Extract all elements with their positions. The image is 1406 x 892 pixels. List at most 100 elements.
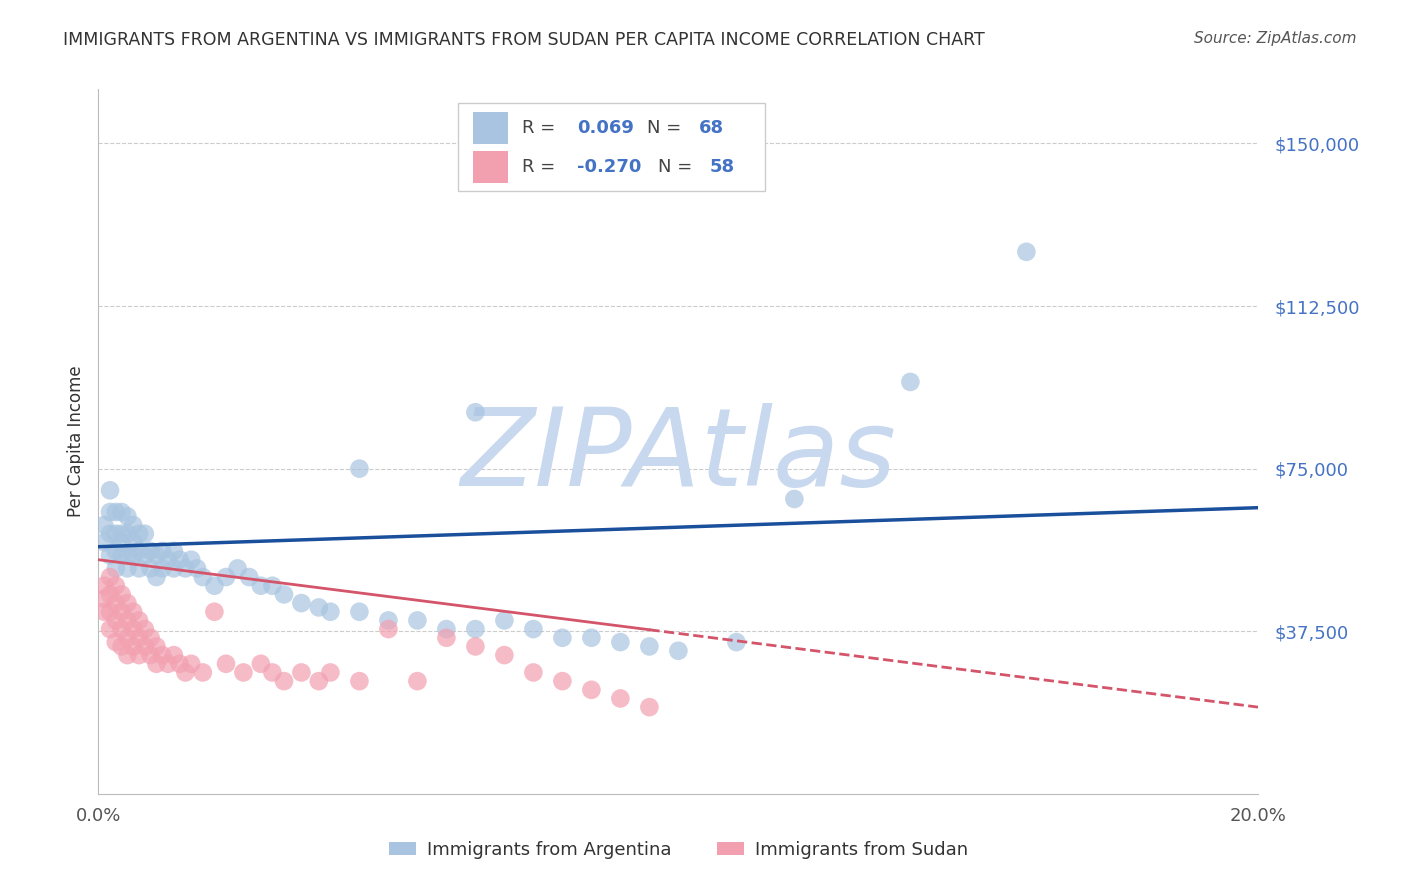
FancyBboxPatch shape <box>458 103 765 192</box>
Point <box>522 665 544 680</box>
Point <box>186 561 208 575</box>
Point <box>406 614 429 628</box>
Point <box>436 631 458 645</box>
Point <box>117 648 139 662</box>
Point <box>93 605 115 619</box>
Point <box>104 614 127 628</box>
Point <box>134 549 156 563</box>
Point <box>111 640 132 654</box>
Point <box>157 552 180 566</box>
Point <box>609 635 631 649</box>
Point <box>1015 244 1038 259</box>
Point <box>204 605 226 619</box>
Point <box>134 622 156 636</box>
Text: IMMIGRANTS FROM ARGENTINA VS IMMIGRANTS FROM SUDAN PER CAPITA INCOME CORRELATION: IMMIGRANTS FROM ARGENTINA VS IMMIGRANTS … <box>63 31 986 49</box>
Point <box>104 561 127 575</box>
Point <box>551 631 574 645</box>
Point <box>215 570 238 584</box>
Point <box>638 640 661 654</box>
Point <box>98 622 121 636</box>
Text: 0.069: 0.069 <box>578 119 634 137</box>
Point <box>93 591 115 606</box>
Point <box>204 579 226 593</box>
Point <box>128 614 150 628</box>
Point <box>180 552 202 566</box>
Point <box>122 640 145 654</box>
Point <box>250 579 273 593</box>
Point <box>169 552 191 566</box>
Point <box>349 674 371 689</box>
Point <box>157 657 180 671</box>
Point <box>319 665 342 680</box>
Point <box>638 700 661 714</box>
Point <box>139 631 162 645</box>
Point <box>98 587 121 601</box>
Point <box>104 596 127 610</box>
Point <box>349 461 371 475</box>
Point <box>128 526 150 541</box>
Point <box>104 635 127 649</box>
Point <box>319 605 342 619</box>
Point <box>238 570 260 584</box>
Legend: Immigrants from Argentina, Immigrants from Sudan: Immigrants from Argentina, Immigrants fr… <box>382 833 974 866</box>
Point <box>464 405 486 419</box>
Point <box>725 635 748 649</box>
Point <box>163 648 186 662</box>
Point <box>581 631 603 645</box>
Point <box>104 526 127 541</box>
Point <box>145 640 167 654</box>
Point <box>273 674 295 689</box>
Point <box>139 648 162 662</box>
Text: 68: 68 <box>699 119 724 137</box>
Point <box>98 483 121 498</box>
Text: R =: R = <box>522 158 561 176</box>
Point <box>250 657 273 671</box>
Point <box>464 622 486 636</box>
Point <box>122 518 145 533</box>
Point <box>494 648 516 662</box>
Text: 58: 58 <box>710 158 735 176</box>
Text: Source: ZipAtlas.com: Source: ZipAtlas.com <box>1194 31 1357 46</box>
Point <box>145 570 167 584</box>
Point <box>111 526 132 541</box>
Point <box>128 561 150 575</box>
Point <box>232 665 254 680</box>
Point <box>104 579 127 593</box>
Point <box>117 614 139 628</box>
Point <box>150 561 173 575</box>
Point <box>93 518 115 533</box>
Point <box>111 587 132 601</box>
Point <box>226 561 249 575</box>
Text: -0.270: -0.270 <box>578 158 643 176</box>
Text: R =: R = <box>522 119 561 137</box>
Point <box>180 657 202 671</box>
Point <box>163 561 186 575</box>
Point <box>406 674 429 689</box>
Point <box>150 648 173 662</box>
Point <box>262 665 284 680</box>
Point <box>122 622 145 636</box>
Point <box>98 570 121 584</box>
Point <box>494 614 516 628</box>
Point <box>117 549 139 563</box>
Point <box>581 682 603 697</box>
Point <box>191 570 214 584</box>
Point <box>134 526 156 541</box>
Point <box>191 665 214 680</box>
Point <box>111 605 132 619</box>
Point <box>104 544 127 558</box>
Point <box>111 535 132 549</box>
Point <box>122 549 145 563</box>
Text: ZIPAtlas: ZIPAtlas <box>460 403 897 508</box>
Point <box>128 544 150 558</box>
Point <box>215 657 238 671</box>
Point <box>551 674 574 689</box>
Point <box>436 622 458 636</box>
Point <box>122 605 145 619</box>
FancyBboxPatch shape <box>472 112 508 145</box>
Point <box>308 674 330 689</box>
Point <box>117 509 139 524</box>
Point <box>128 631 150 645</box>
Point <box>98 605 121 619</box>
Point <box>290 665 312 680</box>
